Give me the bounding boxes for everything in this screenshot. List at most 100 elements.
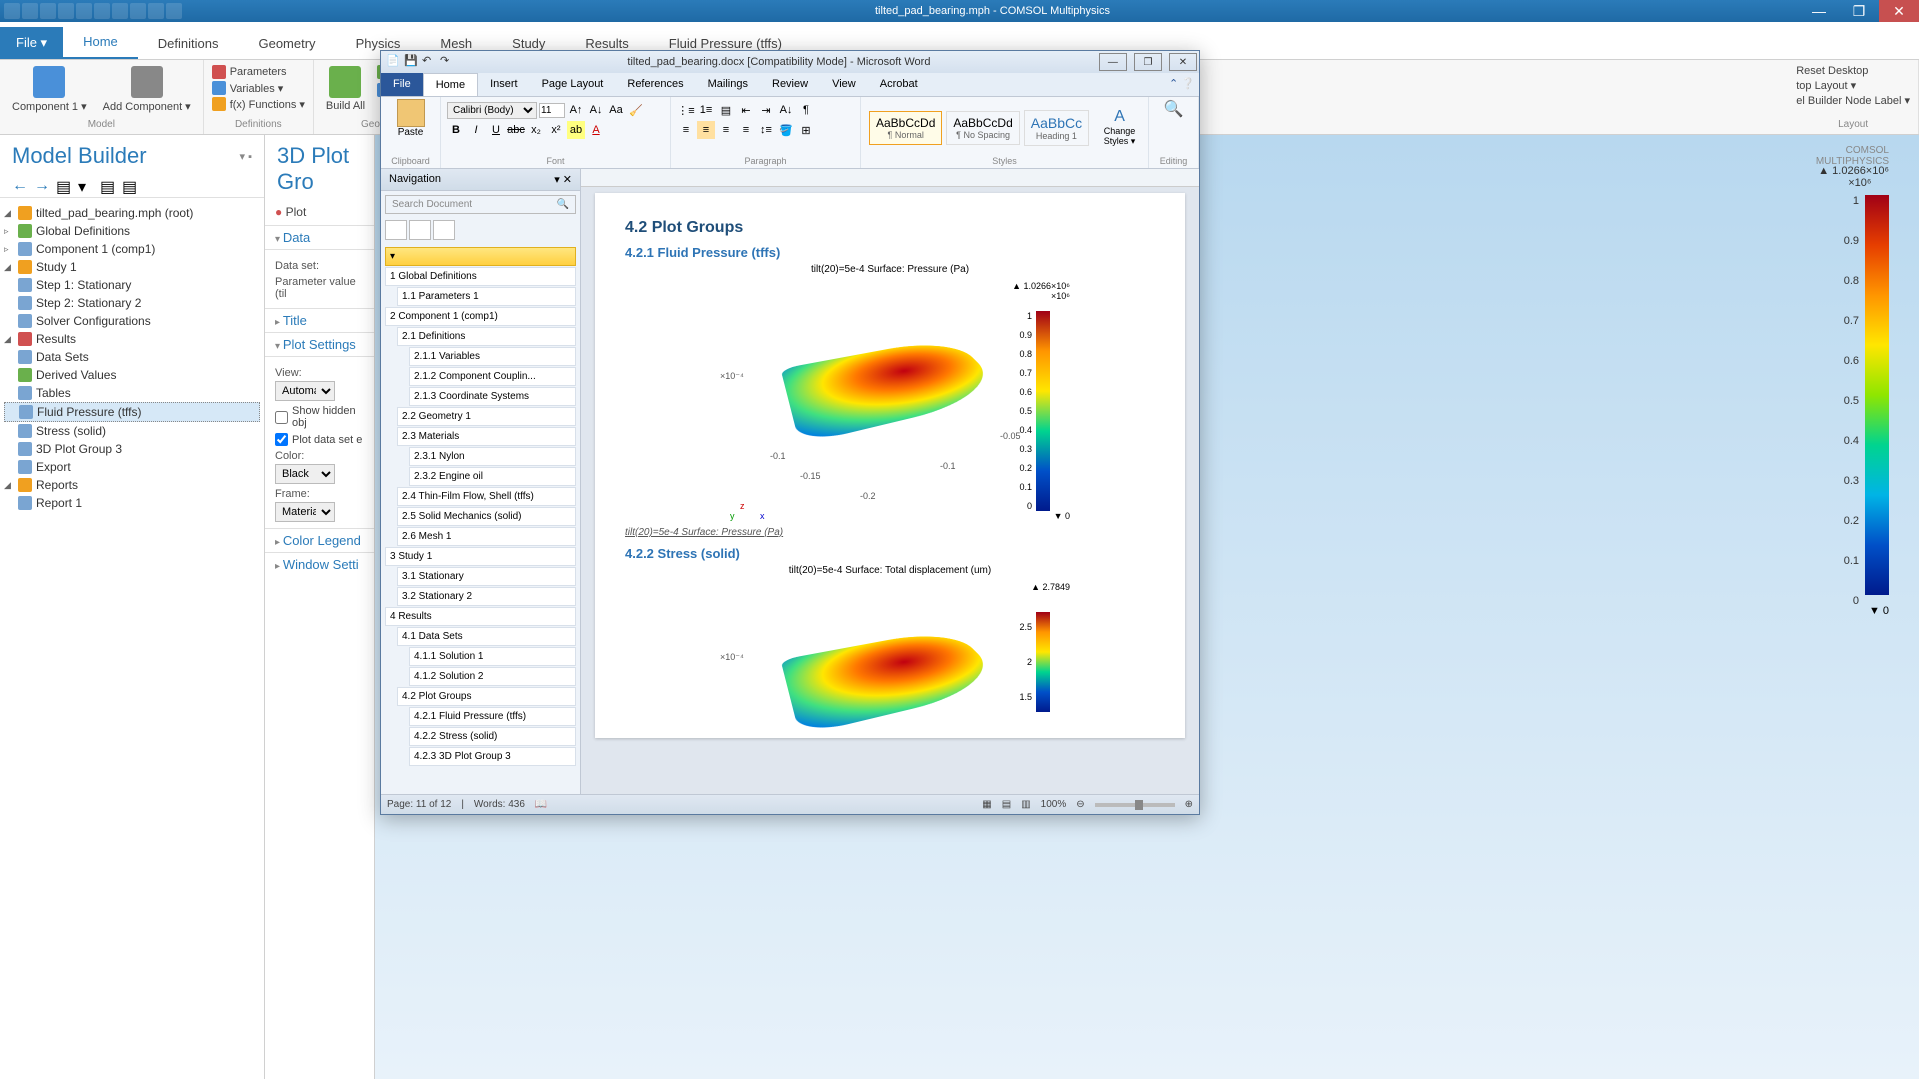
page-count[interactable]: Page: 11 of 12 [387, 799, 451, 810]
tree-node[interactable]: ◢Results [4, 330, 260, 348]
font-size-input[interactable] [539, 103, 565, 118]
word-references-tab[interactable]: References [615, 73, 695, 96]
word-home-tab[interactable]: Home [423, 73, 478, 96]
nav-item[interactable]: 2.3 Materials [397, 427, 576, 446]
qat-icon[interactable] [40, 3, 56, 19]
qat-icon[interactable] [130, 3, 146, 19]
build-all-button[interactable]: Build All [322, 64, 369, 119]
tree-node[interactable]: Step 1: Stationary [4, 276, 260, 294]
reset-desktop-button[interactable]: Reset Desktop [1796, 64, 1910, 78]
tree-node[interactable]: ▹Global Definitions [4, 222, 260, 240]
nav-item[interactable]: 4.2.1 Fluid Pressure (tffs) [409, 707, 576, 726]
word-acrobat-tab[interactable]: Acrobat [868, 73, 930, 96]
tab-home[interactable]: Home [63, 26, 138, 59]
tree-node[interactable]: Solver Configurations [4, 312, 260, 330]
tab-geometry[interactable]: Geometry [238, 28, 335, 59]
qat-icon[interactable] [4, 3, 20, 19]
word-close[interactable]: ✕ [1169, 53, 1197, 71]
style-heading1[interactable]: AaBbCcHeading 1 [1024, 110, 1089, 146]
color-select[interactable]: Black [275, 464, 335, 484]
qat-icon[interactable] [166, 3, 182, 19]
nav-item[interactable]: 2.3.2 Engine oil [409, 467, 576, 486]
nav-item[interactable]: 3.1 Stationary [397, 567, 576, 586]
document-area[interactable]: 4.2 Plot Groups 4.2.1 Fluid Pressure (tf… [581, 169, 1199, 794]
borders-icon[interactable]: ⊞ [797, 121, 815, 139]
plot-data-checkbox[interactable] [275, 433, 288, 446]
nav-item[interactable]: 1 Global Definitions [385, 267, 576, 286]
nav-search[interactable]: Search Document🔍 [385, 195, 576, 214]
italic-button[interactable]: I [467, 121, 485, 139]
change-case-icon[interactable]: Aa [607, 101, 625, 119]
nav-close-icon[interactable]: ▾ ✕ [554, 173, 572, 186]
variables-button[interactable]: Variables ▾ [212, 80, 305, 96]
view-mode-icon[interactable]: ▤ [1002, 799, 1011, 810]
tree-node[interactable]: Data Sets [4, 348, 260, 366]
nav-tab-results[interactable] [433, 220, 455, 240]
tree-node[interactable]: 3D Plot Group 3 [4, 440, 260, 458]
style-normal[interactable]: AaBbCcDd¶ Normal [869, 111, 942, 145]
change-styles-button[interactable]: AChange Styles ▾ [1097, 108, 1142, 147]
search-icon[interactable]: 🔍 [557, 199, 569, 210]
functions-button[interactable]: f(x) Functions ▾ [212, 96, 305, 112]
color-legend-section[interactable]: Color Legend [265, 528, 374, 552]
justify-icon[interactable]: ≡ [737, 121, 755, 139]
nav-item[interactable]: 4.1.1 Solution 1 [409, 647, 576, 666]
nav-item[interactable]: 2.3.1 Nylon [409, 447, 576, 466]
nav-item[interactable]: 2.1.2 Component Couplin... [409, 367, 576, 386]
nav-item[interactable]: 2.4 Thin-Film Flow, Shell (tffs) [397, 487, 576, 506]
tree-node[interactable]: Export [4, 458, 260, 476]
nav-item[interactable]: 3.2 Stationary 2 [397, 587, 576, 606]
nav-item[interactable]: 2 Component 1 (comp1) [385, 307, 576, 326]
show-hidden-checkbox[interactable] [275, 411, 288, 424]
underline-button[interactable]: U [487, 121, 505, 139]
parameters-button[interactable]: Parameters [212, 64, 305, 80]
qat-icon[interactable] [94, 3, 110, 19]
add-component-button[interactable]: Add Component ▾ [99, 64, 195, 119]
nav-tab-pages[interactable] [409, 220, 431, 240]
nav-item[interactable]: ▾ [385, 247, 576, 266]
highlight-button[interactable]: ab [567, 121, 585, 139]
data-section[interactable]: Data [265, 225, 374, 249]
window-settings-section[interactable]: Window Setti [265, 552, 374, 576]
nav-item[interactable]: 2.1.3 Coordinate Systems [409, 387, 576, 406]
align-left-icon[interactable]: ≡ [677, 121, 695, 139]
shrink-font-icon[interactable]: A↓ [587, 101, 605, 119]
nav-item[interactable]: 4 Results [385, 607, 576, 626]
builder-label-button[interactable]: el Builder Node Label ▾ [1796, 93, 1910, 108]
tree-node[interactable]: ◢Reports [4, 476, 260, 494]
component-button[interactable]: Component 1 ▾ [8, 64, 91, 119]
zoom-level[interactable]: 100% [1041, 799, 1067, 810]
view-mode-icon[interactable]: ▦ [982, 799, 991, 810]
tree-node[interactable]: ◢Study 1 [4, 258, 260, 276]
line-spacing-icon[interactable]: ↕≡ [757, 121, 775, 139]
ruler[interactable] [581, 169, 1199, 187]
font-color-button[interactable]: A [587, 121, 605, 139]
nav-item[interactable]: 2.6 Mesh 1 [397, 527, 576, 546]
zoom-slider[interactable] [1095, 803, 1175, 807]
plot-button[interactable]: Plot [286, 205, 307, 219]
top-layout-button[interactable]: top Layout ▾ [1796, 78, 1910, 93]
tree-root[interactable]: ◢tilted_pad_bearing.mph (root) [4, 204, 260, 222]
tree-node[interactable]: Tables [4, 384, 260, 402]
subscript-button[interactable]: x₂ [527, 121, 545, 139]
font-name-select[interactable]: Calibri (Body) [447, 102, 537, 119]
qat-icon[interactable] [76, 3, 92, 19]
nav-item[interactable]: 1.1 Parameters 1 [397, 287, 576, 306]
sort-icon[interactable]: A↓ [777, 101, 795, 119]
title-section[interactable]: Title [265, 308, 374, 332]
word-view-tab[interactable]: View [820, 73, 868, 96]
align-right-icon[interactable]: ≡ [717, 121, 735, 139]
style-nospacing[interactable]: AaBbCcDd¶ No Spacing [946, 111, 1019, 145]
word-pagelayout-tab[interactable]: Page Layout [530, 73, 616, 96]
plot-settings-section[interactable]: Plot Settings [265, 332, 374, 356]
align-center-icon[interactable]: ≡ [697, 121, 715, 139]
tree-node[interactable]: Stress (solid) [4, 422, 260, 440]
tab-definitions[interactable]: Definitions [138, 28, 239, 59]
word-maximize[interactable]: ❐ [1134, 53, 1162, 71]
nav-item[interactable]: 4.1 Data Sets [397, 627, 576, 646]
nav-item[interactable]: 4.2.2 Stress (solid) [409, 727, 576, 746]
tree-node[interactable]: Step 2: Stationary 2 [4, 294, 260, 312]
bullets-icon[interactable]: ⋮≡ [677, 101, 695, 119]
spell-check-icon[interactable]: 📖 [535, 799, 547, 810]
tree-node[interactable]: Report 1 [4, 494, 260, 512]
